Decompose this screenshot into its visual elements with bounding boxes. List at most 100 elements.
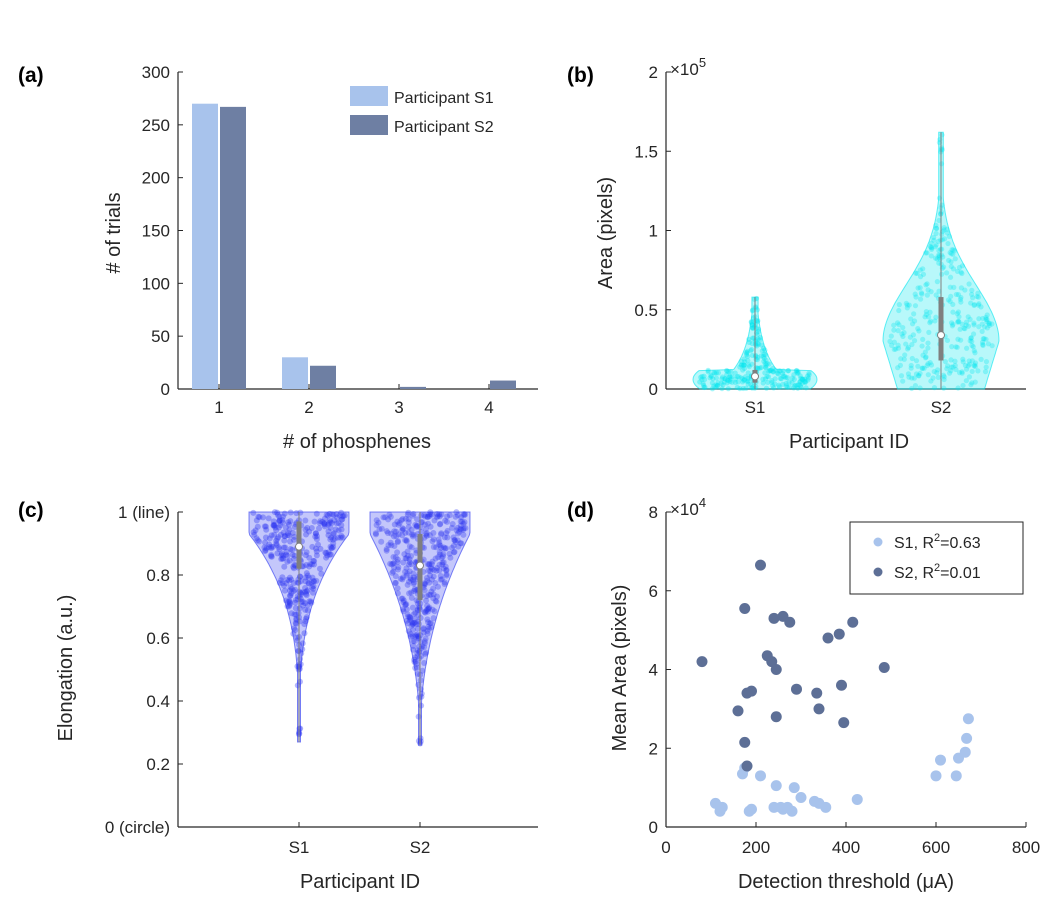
violin-point [950,266,957,272]
violin-point [425,511,432,518]
violin-point [309,543,316,550]
violin-point [755,328,761,334]
violin-point [741,377,748,383]
violin-point [457,540,464,547]
violin-point [412,521,419,528]
violin-point [967,338,973,344]
violin-point [975,302,982,308]
violin-point [923,308,929,315]
violin-point [283,580,290,587]
violin-point [763,385,770,391]
violin-point [388,530,395,537]
scatter-point-s2 [741,760,753,772]
violin-point [272,524,279,531]
violin-point [454,537,461,544]
violin-point [935,374,941,380]
y-tick-label: 300 [142,63,170,82]
violin-point [402,568,409,575]
violin-point [752,338,759,344]
violin-point [298,598,305,605]
violin-point [917,296,924,302]
violin-point [303,588,310,595]
violin-point [780,373,786,379]
scatter-point-s2 [811,687,823,699]
violin-point [984,325,991,331]
violin-point [263,526,270,533]
violin-point [786,379,792,385]
violin-point [296,588,303,595]
violin-point [708,372,714,378]
scatter-point-s2 [732,705,744,717]
violin-point [423,531,430,538]
violin-point [430,615,437,622]
violin-point [404,552,411,559]
violin-point [460,525,467,532]
violin-point [416,648,423,655]
violin-point [968,382,974,388]
violin-point [254,537,261,544]
violin-point [270,543,277,550]
violin-point [443,571,450,578]
violin-point [986,320,992,326]
violin-point [293,510,300,517]
violin-point [291,533,298,540]
violin-point [746,364,752,370]
violin-point [286,577,293,584]
violin-point [748,381,754,388]
violin-point [301,621,308,628]
violin-point [737,385,743,392]
violin-point [928,318,934,324]
violin-point [290,630,297,637]
violin-point [772,367,779,373]
violin-point [421,580,428,587]
violin-point [394,549,401,556]
violin-point [980,341,986,348]
violin-point [303,614,310,621]
violin-point [926,314,932,320]
violin-point [439,559,446,566]
violin-point [768,367,774,373]
legend-box [849,521,1024,595]
violin-point [341,512,348,519]
violin-point [292,619,299,626]
violin-point [927,360,933,366]
violin-point [414,670,421,677]
violin-point [421,534,428,541]
violin-point [739,379,746,385]
violin-point [953,291,959,298]
violin-point [802,378,809,385]
violin-point [392,580,399,587]
violin-point [960,382,966,389]
violin-point [287,584,294,591]
violin-point [982,369,989,375]
violin-point [981,336,987,342]
violin-point [941,264,947,270]
violin-point [417,639,424,646]
violin-point [305,574,312,581]
violin-point [292,599,299,606]
violin-point [745,353,751,360]
violin-point [250,529,257,536]
violin-point [930,375,936,381]
violin-point [383,546,390,553]
violin-point [286,521,293,528]
violin-point [939,271,945,277]
violin-point [410,577,417,584]
violin-point [939,132,945,138]
violin-point [950,301,956,308]
violin-point [410,588,417,595]
violin-point [750,307,756,313]
violin-point [749,340,755,347]
violin-point [963,366,970,372]
violin-point [443,545,450,552]
violin-point [939,231,945,237]
violin-point [325,532,332,539]
violin-point [430,591,437,598]
violin-point [313,548,320,555]
violin-point [283,597,290,604]
violin-point [335,527,342,534]
violin-point [924,292,930,298]
panel-a-bar-chart: (a) 0 50 100 150 200 250 300 1 2 3 4 Participant S… [18,63,538,453]
violin-point [944,230,950,236]
